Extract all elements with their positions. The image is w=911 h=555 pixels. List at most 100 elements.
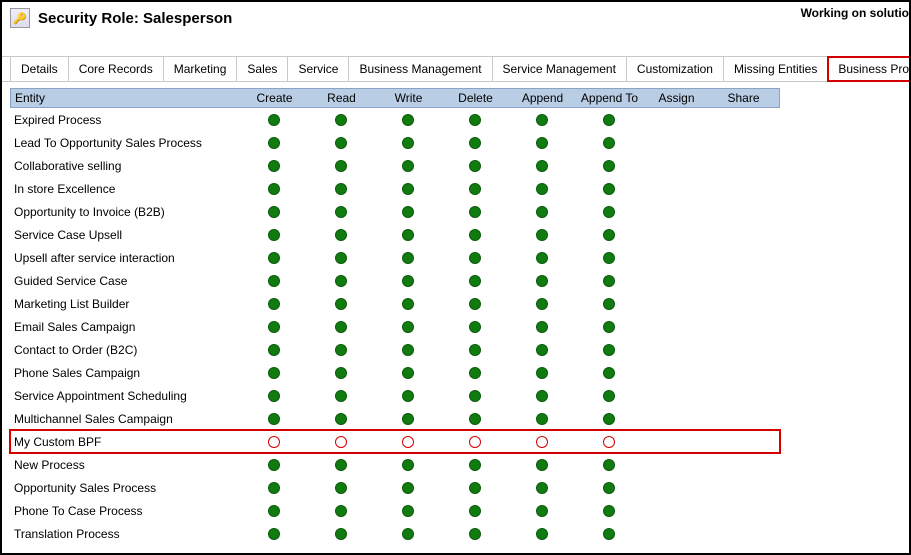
privilege-append[interactable]	[508, 344, 575, 356]
privilege-append[interactable]	[508, 413, 575, 425]
entity-label[interactable]: Expired Process	[10, 113, 240, 127]
privilege-read[interactable]	[307, 344, 374, 356]
privilege-write[interactable]	[374, 459, 441, 471]
entity-label[interactable]: New Process	[10, 458, 240, 472]
privilege-create[interactable]	[240, 390, 307, 402]
tab-business-process-flows[interactable]: Business Process Flows	[828, 57, 911, 81]
privilege-write[interactable]	[374, 390, 441, 402]
privilege-read[interactable]	[307, 252, 374, 264]
privilege-append-to[interactable]	[575, 114, 642, 126]
privilege-delete[interactable]	[441, 528, 508, 540]
privilege-read[interactable]	[307, 505, 374, 517]
privilege-write[interactable]	[374, 114, 441, 126]
privilege-delete[interactable]	[441, 459, 508, 471]
privilege-append-to[interactable]	[575, 436, 642, 448]
entity-label[interactable]: In store Excellence	[10, 182, 240, 196]
privilege-append[interactable]	[508, 114, 575, 126]
privilege-append[interactable]	[508, 321, 575, 333]
privilege-write[interactable]	[374, 252, 441, 264]
privilege-read[interactable]	[307, 482, 374, 494]
privilege-append-to[interactable]	[575, 367, 642, 379]
privilege-create[interactable]	[240, 436, 307, 448]
entity-label[interactable]: Lead To Opportunity Sales Process	[10, 136, 240, 150]
privilege-write[interactable]	[374, 160, 441, 172]
privilege-delete[interactable]	[441, 413, 508, 425]
privilege-append[interactable]	[508, 298, 575, 310]
privilege-delete[interactable]	[441, 206, 508, 218]
privilege-append[interactable]	[508, 229, 575, 241]
col-header-share[interactable]: Share	[710, 91, 777, 105]
privilege-append-to[interactable]	[575, 229, 642, 241]
tab-sales[interactable]: Sales	[237, 57, 288, 81]
privilege-write[interactable]	[374, 206, 441, 218]
entity-label[interactable]: Opportunity Sales Process	[10, 481, 240, 495]
privilege-append[interactable]	[508, 459, 575, 471]
privilege-read[interactable]	[307, 298, 374, 310]
privilege-create[interactable]	[240, 183, 307, 195]
privilege-delete[interactable]	[441, 252, 508, 264]
col-header-create[interactable]: Create	[241, 91, 308, 105]
entity-label[interactable]: Guided Service Case	[10, 274, 240, 288]
privilege-append[interactable]	[508, 275, 575, 287]
col-header-read[interactable]: Read	[308, 91, 375, 105]
privilege-write[interactable]	[374, 436, 441, 448]
privilege-delete[interactable]	[441, 321, 508, 333]
privilege-create[interactable]	[240, 528, 307, 540]
privilege-append-to[interactable]	[575, 413, 642, 425]
entity-label[interactable]: Phone To Case Process	[10, 504, 240, 518]
privilege-create[interactable]	[240, 344, 307, 356]
privilege-append-to[interactable]	[575, 390, 642, 402]
tab-core-records[interactable]: Core Records	[69, 57, 164, 81]
privilege-append-to[interactable]	[575, 505, 642, 517]
entity-label[interactable]: Contact to Order (B2C)	[10, 343, 240, 357]
tab-service[interactable]: Service	[288, 57, 349, 81]
privilege-delete[interactable]	[441, 390, 508, 402]
privilege-delete[interactable]	[441, 436, 508, 448]
privilege-create[interactable]	[240, 275, 307, 287]
tab-missing-entities[interactable]: Missing Entities	[724, 57, 828, 81]
privilege-append-to[interactable]	[575, 344, 642, 356]
entity-label[interactable]: Multichannel Sales Campaign	[10, 412, 240, 426]
privilege-append-to[interactable]	[575, 459, 642, 471]
entity-label[interactable]: Phone Sales Campaign	[10, 366, 240, 380]
entity-label[interactable]: Translation Process	[10, 527, 240, 541]
privilege-write[interactable]	[374, 275, 441, 287]
privilege-append[interactable]	[508, 252, 575, 264]
col-header-append[interactable]: Append	[509, 91, 576, 105]
privilege-append-to[interactable]	[575, 137, 642, 149]
entity-label[interactable]: Marketing List Builder	[10, 297, 240, 311]
privilege-create[interactable]	[240, 298, 307, 310]
privilege-append-to[interactable]	[575, 206, 642, 218]
entity-label[interactable]: Opportunity to Invoice (B2B)	[10, 205, 240, 219]
privilege-delete[interactable]	[441, 160, 508, 172]
privilege-write[interactable]	[374, 321, 441, 333]
privilege-delete[interactable]	[441, 298, 508, 310]
tab-details[interactable]: Details	[10, 57, 69, 81]
privilege-read[interactable]	[307, 275, 374, 287]
privilege-append-to[interactable]	[575, 528, 642, 540]
privilege-read[interactable]	[307, 390, 374, 402]
privilege-read[interactable]	[307, 459, 374, 471]
privilege-delete[interactable]	[441, 114, 508, 126]
privilege-read[interactable]	[307, 528, 374, 540]
privilege-delete[interactable]	[441, 482, 508, 494]
privilege-create[interactable]	[240, 206, 307, 218]
privilege-append[interactable]	[508, 390, 575, 402]
col-header-delete[interactable]: Delete	[442, 91, 509, 105]
privilege-create[interactable]	[240, 114, 307, 126]
privilege-write[interactable]	[374, 183, 441, 195]
privilege-write[interactable]	[374, 413, 441, 425]
privilege-append[interactable]	[508, 160, 575, 172]
privilege-create[interactable]	[240, 160, 307, 172]
tab-business-management[interactable]: Business Management	[349, 57, 492, 81]
privilege-create[interactable]	[240, 482, 307, 494]
privilege-append-to[interactable]	[575, 252, 642, 264]
privilege-delete[interactable]	[441, 275, 508, 287]
privilege-append[interactable]	[508, 137, 575, 149]
privilege-delete[interactable]	[441, 367, 508, 379]
privilege-append[interactable]	[508, 183, 575, 195]
privilege-delete[interactable]	[441, 229, 508, 241]
privilege-read[interactable]	[307, 367, 374, 379]
privilege-create[interactable]	[240, 137, 307, 149]
entity-label[interactable]: My Custom BPF	[10, 435, 240, 449]
